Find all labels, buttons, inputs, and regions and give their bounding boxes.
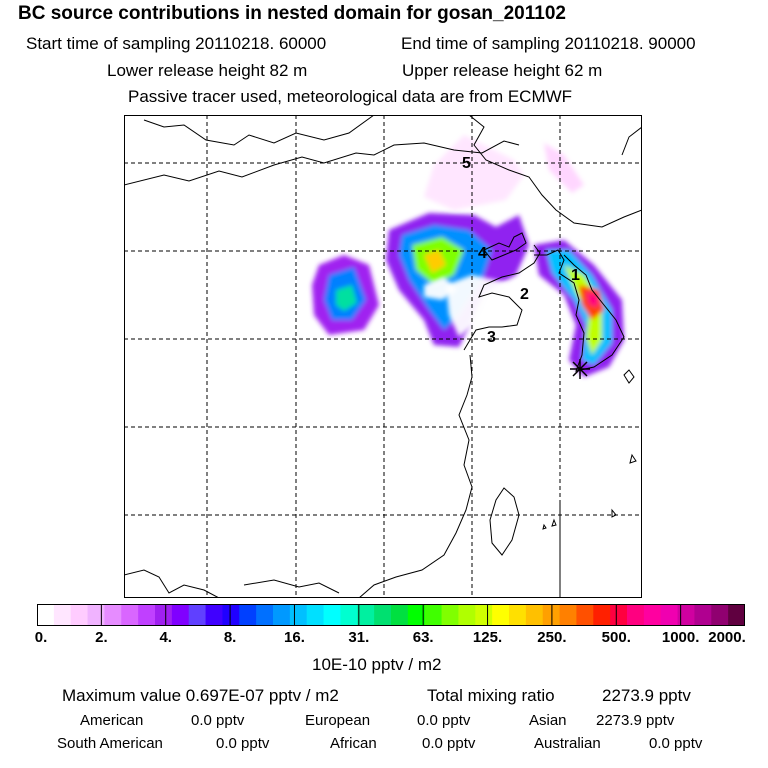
colorbar-tick-label: 1000. [661, 629, 700, 646]
colorbar-tick-label: 31. [348, 629, 370, 646]
colorbar-cell [509, 604, 527, 626]
colorbar-cell [37, 604, 55, 626]
colorbar-cell [627, 604, 645, 626]
lower-release-label: Lower release height 82 m [107, 61, 308, 80]
source-value-american: 0.0 pptv [191, 712, 245, 729]
source-value-african: 0.0 pptv [422, 735, 476, 752]
marker-2: 2 [520, 286, 529, 303]
start-time-label: Start time of sampling 20110218. 60000 [26, 34, 327, 53]
source-name-asian: Asian [529, 712, 567, 729]
colorbar-cell [340, 604, 358, 626]
colorbar-units: 10E-10 pptv / m2 [312, 655, 442, 674]
colorbar-cell [256, 604, 274, 626]
colorbar-cell [576, 604, 594, 626]
colorbar-cell [711, 604, 729, 626]
source-value-south-american: 0.0 pptv [216, 735, 270, 752]
marker-3: 3 [487, 329, 496, 346]
colorbar-cell [492, 604, 510, 626]
colorbar-tick-label: 125. [472, 629, 503, 646]
colorbar-cell [87, 604, 106, 626]
plot-title: BC source contributions in nested domain… [18, 3, 566, 24]
coastlines [124, 115, 642, 598]
source-value-european: 0.0 pptv [417, 712, 471, 729]
source-value-asian: 2273.9 pptv [596, 712, 675, 729]
colorbar-cell [188, 604, 207, 626]
colorbar-cell [289, 604, 308, 626]
colorbar-cell [70, 604, 89, 626]
colorbar-cell [677, 604, 696, 626]
colorbar-tick-label: 500. [601, 629, 631, 646]
colorbar-cell [323, 604, 342, 626]
tracer-note: Passive tracer used, meteorological data… [128, 87, 573, 106]
max-value: Maximum value 0.697E-07 pptv / m2 [62, 686, 339, 705]
colorbar-cell [593, 604, 611, 626]
colorbar-cell [525, 604, 544, 626]
colorbar-cell [53, 604, 72, 626]
colorbar-cell [273, 604, 291, 626]
colorbar-cell [306, 604, 325, 626]
colorbar-cell [458, 604, 476, 626]
colorbar-cell [205, 604, 224, 626]
source-value-australian: 0.0 pptv [649, 735, 703, 752]
colorbar-cell [121, 604, 139, 626]
colorbar-tick-label: 8. [223, 629, 237, 646]
colorbar-tick-label: 16. [284, 629, 305, 646]
colorbar-cell [424, 604, 443, 626]
end-time-label: End time of sampling 20110218. 90000 [401, 34, 696, 53]
receptor-star-icon [570, 359, 590, 379]
colorbar-cell [391, 604, 409, 626]
colorbar-cell [357, 604, 375, 626]
source-name-american: American [80, 712, 144, 729]
colorbar-cell [441, 604, 460, 626]
colorbar-cell [407, 604, 426, 626]
total-mixing-label: Total mixing ratio [427, 686, 555, 705]
colorbar-tick-label: 250. [537, 629, 567, 646]
colorbar-cell [475, 604, 493, 626]
colorbar [37, 604, 745, 626]
marker-1: 1 [571, 267, 580, 284]
colorbar-tick-label: 0. [34, 629, 48, 646]
source-name-australian: Australian [534, 735, 601, 752]
colorbar-cell [728, 604, 745, 626]
colorbar-cell [171, 604, 190, 626]
colorbar-cell [610, 604, 628, 626]
colorbar-tick-label: 4. [159, 629, 172, 646]
source-name-south-american: South American [57, 735, 163, 752]
lat-lon-grid [124, 115, 642, 598]
colorbar-cell [222, 604, 240, 626]
marker-4: 4 [478, 245, 487, 262]
colorbar-cell [643, 604, 662, 626]
colorbar-cell [660, 604, 679, 626]
total-mixing-value: 2273.9 pptv [602, 686, 691, 705]
source-name-african: African [330, 735, 377, 752]
colorbar-cell [138, 604, 156, 626]
colorbar-cell [694, 604, 712, 626]
colorbar-tick-label: 2000. [708, 629, 746, 646]
colorbar-cell [559, 604, 578, 626]
map-panel: 1 2 3 4 5 [124, 115, 642, 598]
colorbar-cell [239, 604, 257, 626]
upper-release-label: Upper release height 62 m [402, 61, 603, 80]
colorbar-cell [104, 604, 122, 626]
colorbar-tick-label: 2. [95, 629, 108, 646]
colorbar-cell [374, 604, 392, 626]
marker-5: 5 [462, 155, 471, 172]
colorbar-cell [155, 604, 173, 626]
source-name-european: European [305, 712, 371, 729]
colorbar-tick-label: 63. [412, 629, 434, 646]
